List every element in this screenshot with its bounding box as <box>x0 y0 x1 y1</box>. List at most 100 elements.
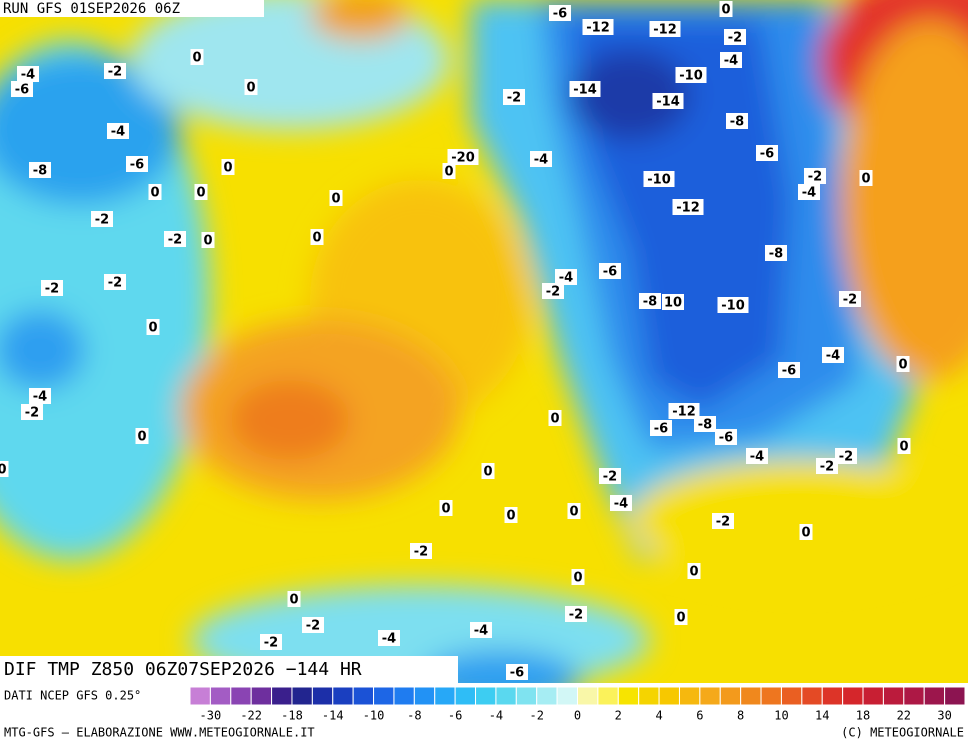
label-box <box>221 159 235 175</box>
contour-label: -2 <box>25 406 39 421</box>
label-box <box>712 513 734 529</box>
colorbar-box <box>719 686 742 706</box>
contour-label: 0 <box>721 3 730 18</box>
label-box <box>0 461 9 477</box>
label-box <box>146 319 160 335</box>
label-box <box>11 81 33 97</box>
colorbar-box <box>495 686 517 706</box>
label-box <box>675 67 707 83</box>
contour-label: 0 <box>289 593 298 608</box>
contour-label: -6 <box>15 83 29 98</box>
contour-label: -4 <box>111 125 125 140</box>
label-box <box>378 630 400 646</box>
label-box <box>720 52 742 68</box>
colorbar-box <box>475 686 497 706</box>
contour-label: 0 <box>444 165 453 180</box>
contour-label: 0 <box>223 161 232 176</box>
colorbar-box <box>373 686 395 706</box>
contour-label: 0 <box>801 526 810 541</box>
contour-label: -12 <box>653 23 677 38</box>
colorbar-box <box>780 686 803 706</box>
colorbar-label: 8 <box>737 709 744 723</box>
colorbar-box <box>903 686 925 706</box>
label-box <box>567 503 581 519</box>
label-box <box>694 416 716 432</box>
contour-label: -4 <box>614 497 628 512</box>
colorbar-label: -10 <box>363 709 385 723</box>
label-box <box>470 622 492 638</box>
colorbar-label: 6 <box>696 709 703 723</box>
label-box <box>643 171 675 187</box>
label-box <box>610 495 632 511</box>
label-box <box>41 280 63 296</box>
colorbar-label: 30 <box>937 709 951 723</box>
label-box <box>503 89 525 105</box>
label-box <box>816 458 838 474</box>
colorbar-label: 14 <box>815 709 829 723</box>
contour-label: -4 <box>559 271 573 286</box>
label-box <box>674 609 688 625</box>
contour-label: 0 <box>898 358 907 373</box>
colorbar-box <box>454 686 477 706</box>
label-box <box>542 283 564 299</box>
contour-label: 0 <box>573 571 582 586</box>
label-box <box>302 617 324 633</box>
label-box <box>135 428 149 444</box>
colorbar-label: -2 <box>529 709 543 723</box>
colorbar-box <box>882 686 905 706</box>
colorbar-box <box>230 686 252 706</box>
contour-label: -6 <box>510 666 524 681</box>
contour-label: -4 <box>750 450 764 465</box>
contour-label: -4 <box>33 390 47 405</box>
contour-label: -10 <box>679 69 703 84</box>
contour-label: -2 <box>808 170 822 185</box>
contour-label: -4 <box>724 54 738 69</box>
colorbar-box <box>597 686 619 706</box>
label-box <box>668 403 700 419</box>
colorbar-label: -8 <box>407 709 421 723</box>
contour-label: -6 <box>760 147 774 162</box>
colorbar-label: 0 <box>574 709 581 723</box>
contour-label: -6 <box>603 265 617 280</box>
colorbar-label: -6 <box>448 709 462 723</box>
contour-label: -4 <box>474 624 488 639</box>
colorbar-box <box>311 686 334 706</box>
colorbar-box <box>638 686 660 706</box>
colorbar-box <box>209 686 232 706</box>
colorbar-box <box>352 686 375 706</box>
contour-label: 0 <box>483 465 492 480</box>
label-box <box>481 463 495 479</box>
label-box <box>746 448 768 464</box>
contour-label: 0 <box>689 565 698 580</box>
source: DATI NCEP GFS 0.25° <box>4 689 141 703</box>
colorbar-label: -18 <box>281 709 303 723</box>
contour-label: -4 <box>826 349 840 364</box>
contour-label: 0 <box>192 51 201 66</box>
colorbar-label: 18 <box>856 709 870 723</box>
contour-label: -14 <box>573 83 597 98</box>
label-box <box>439 500 453 516</box>
contour-label: -20 <box>451 151 475 166</box>
run-title: RUN GFS 01SEP2026 06Z <box>3 1 180 17</box>
label-box <box>104 63 126 79</box>
colorbar: -30 -22 -18 -14 -10 -8 -6 -4 -2 0 2 4 6 8 10 14 18 22 30 <box>189 686 966 723</box>
contour-label: -8 <box>643 295 657 310</box>
label-box <box>599 263 621 279</box>
colorbar-box <box>189 686 211 706</box>
colorbar-label: -22 <box>240 709 262 723</box>
label-box <box>410 543 432 559</box>
label-box <box>798 184 820 200</box>
colorbar-label: 4 <box>655 709 662 723</box>
label-box <box>822 347 844 363</box>
colorbar-label: -14 <box>322 709 344 723</box>
contour-label: -6 <box>719 431 733 446</box>
label-box <box>726 113 748 129</box>
label-box <box>126 156 148 172</box>
label-box <box>21 404 43 420</box>
colorbar-box <box>434 686 456 706</box>
label-box <box>717 297 749 313</box>
label-box <box>107 123 129 139</box>
contour-label: 0 <box>246 81 255 96</box>
label-box <box>91 211 113 227</box>
